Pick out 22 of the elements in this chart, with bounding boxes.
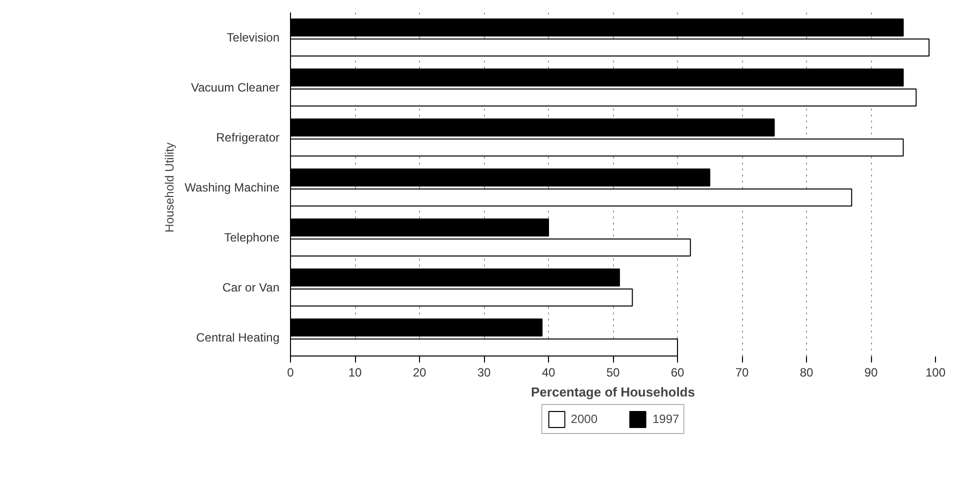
x-tick-label: 50 xyxy=(606,366,620,380)
x-tick-label: 70 xyxy=(735,366,749,380)
y-axis-title: Household Utility xyxy=(162,142,177,233)
x-tick-label: 0 xyxy=(287,366,294,380)
x-tick-label: 10 xyxy=(348,366,362,380)
y-tick-label: Car or Van xyxy=(222,280,280,294)
y-tick-label: Central Heating xyxy=(196,330,280,344)
y-tick-label: Washing Machine xyxy=(184,180,280,194)
y-tick-label: Television xyxy=(226,30,280,44)
y-tick-label: Telephone xyxy=(224,230,280,244)
x-tick-label: 90 xyxy=(864,366,878,380)
x-axis-title: Percentage of Households xyxy=(531,384,695,400)
y-tick-label: Vacuum Cleaner xyxy=(191,80,280,94)
x-tick-label: 100 xyxy=(925,366,946,380)
x-tick-label: 40 xyxy=(542,366,556,380)
legend-label: 2000 xyxy=(570,412,598,426)
x-tick-label: 20 xyxy=(412,366,426,380)
x-tick-label: 30 xyxy=(477,366,491,380)
x-tick-label: 60 xyxy=(670,366,684,380)
legend-label: 1997 xyxy=(652,412,680,426)
x-tick-label: 80 xyxy=(800,366,814,380)
y-tick-label: Refrigerator xyxy=(216,130,280,144)
